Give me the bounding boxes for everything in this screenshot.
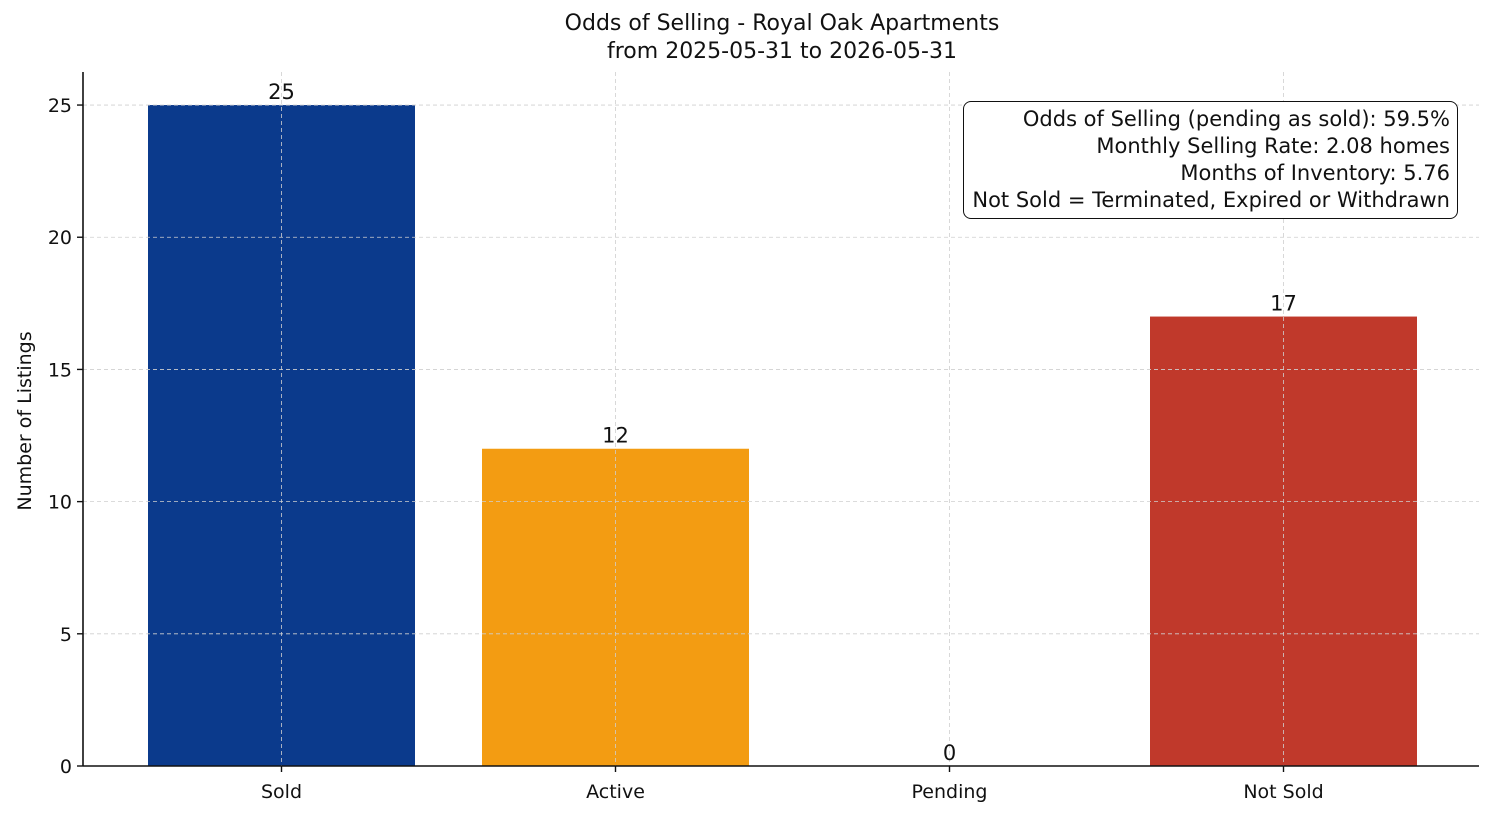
y-tick-label: 0 [60, 756, 72, 778]
data-label: 12 [602, 424, 629, 448]
bar-sold [148, 105, 415, 767]
chart-title: Odds of Selling - Royal Oak Apartments [564, 11, 1000, 36]
x-tick-label: Not Sold [1243, 781, 1323, 803]
chart-subtitle: from 2025-05-31 to 2026-05-31 [607, 39, 957, 64]
stat-months-of-inventory: Months of Inventory: 5.76 [1180, 161, 1450, 185]
y-tick-label: 20 [48, 227, 72, 249]
x-tick-label: Sold [261, 781, 302, 803]
x-tick-label: Active [586, 781, 645, 803]
y-tick-label: 10 [48, 492, 72, 514]
y-tick-label: 5 [60, 624, 72, 646]
stat-odds-of-selling: Odds of Selling (pending as sold): 59.5% [1022, 107, 1450, 131]
data-label: 25 [268, 80, 295, 104]
stats-box: Odds of Selling (pending as sold): 59.5%… [963, 101, 1458, 219]
stat-not-sold-definition: Not Sold = Terminated, Expired or Withdr… [972, 188, 1450, 212]
x-tick-label: Pending [912, 781, 988, 803]
data-label: 17 [1270, 292, 1297, 316]
data-labels: 25 12 0 17 [268, 80, 1297, 765]
data-label: 0 [943, 741, 956, 765]
y-axis-label: Number of Listings [14, 331, 36, 510]
axes: 0 5 10 15 20 25 Sold Active Pending Not Sold [48, 72, 1479, 803]
y-tick-label: 25 [48, 95, 72, 117]
stat-monthly-selling-rate: Monthly Selling Rate: 2.08 homes [1096, 134, 1450, 158]
y-tick-label: 15 [48, 359, 72, 381]
